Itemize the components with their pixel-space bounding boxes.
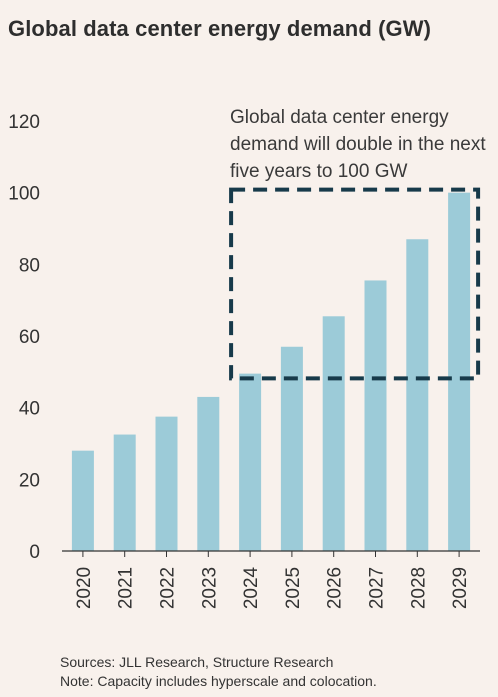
bar-2027 [364, 280, 387, 551]
bar-2023 [197, 396, 220, 551]
bar-2021 [113, 434, 136, 551]
sources-text: Sources: JLL Research, Structure Researc… [60, 654, 334, 670]
x-tick-label: 2020 [74, 567, 95, 609]
bar-2026 [322, 316, 345, 551]
bars-group [71, 192, 471, 551]
x-tick-label: 2021 [116, 567, 137, 609]
x-tick-label: 2028 [408, 567, 429, 609]
y-tick-label: 80 [19, 255, 40, 276]
x-axis-ticks: 2020 2021 2022 2023 2024 2025 2026 2027 2028 2029 [74, 551, 471, 609]
x-tick-label: 2024 [241, 566, 262, 609]
x-tick-label: 2025 [283, 567, 304, 609]
y-axis-ticks: 0 20 40 60 80 100 120 [8, 112, 40, 563]
bar-2028 [406, 239, 429, 551]
bar-2020 [71, 450, 94, 551]
annotation-text: Global data center energy demand will do… [230, 107, 486, 182]
x-tick-label: 2026 [325, 567, 346, 609]
y-tick-label: 60 [19, 327, 40, 348]
highlight-box [229, 187, 481, 381]
chart-title: Global data center energy demand (GW) [8, 16, 431, 41]
y-tick-label: 40 [19, 399, 40, 420]
y-tick-label: 120 [8, 112, 40, 133]
bar-2025 [280, 346, 303, 551]
bar-2029 [448, 192, 471, 551]
x-tick-label: 2027 [367, 567, 388, 609]
note-text: Note: Capacity includes hyperscale and c… [60, 673, 377, 689]
y-tick-label: 0 [29, 542, 40, 563]
bar-2022 [155, 416, 178, 551]
x-tick-label: 2022 [158, 567, 179, 609]
y-tick-label: 20 [19, 470, 40, 491]
x-tick-label: 2023 [199, 567, 220, 609]
x-tick-label: 2029 [450, 567, 471, 609]
bar-2024 [239, 373, 262, 551]
y-tick-label: 100 [8, 184, 40, 205]
